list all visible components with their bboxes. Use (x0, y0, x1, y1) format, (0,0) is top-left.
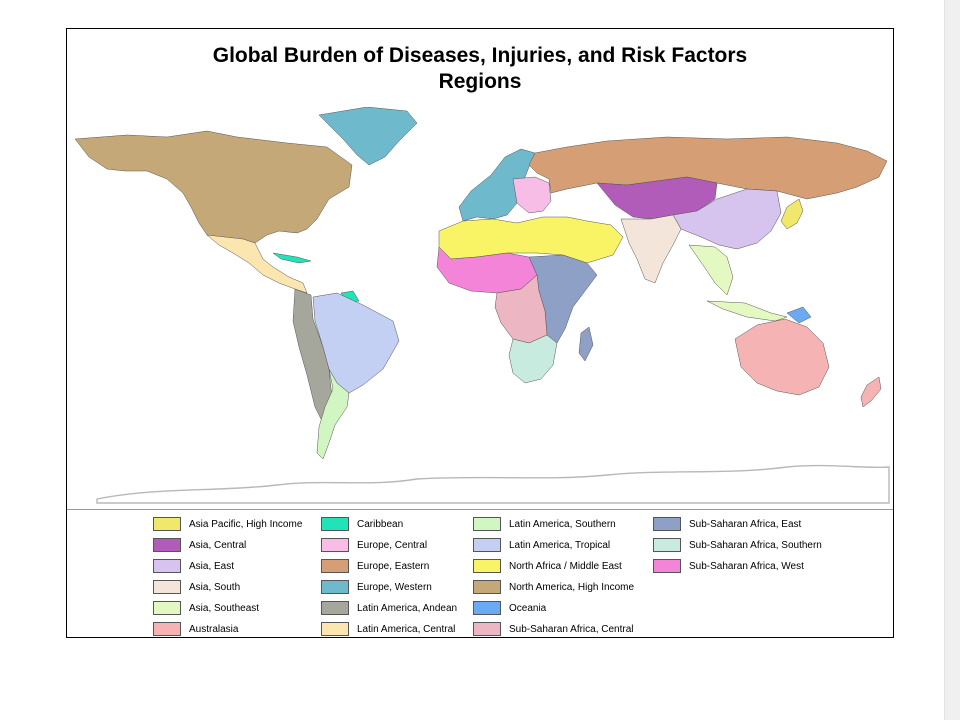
region-oceania (786, 306, 812, 324)
map-legend: Asia Pacific, High Income Asia, Central As… (153, 515, 873, 638)
region-australasia-nz (860, 376, 882, 408)
legend-swatch (153, 622, 181, 636)
region-asia-southeast (688, 244, 734, 296)
legend-swatch (653, 517, 681, 531)
legend-item: Latin America, Tropical (473, 536, 610, 554)
region-europe-eastern (528, 136, 888, 200)
legend-swatch (473, 538, 501, 552)
vertical-scrollbar[interactable] (944, 0, 960, 720)
region-latin-america-southern (316, 368, 350, 460)
legend-swatch (153, 517, 181, 531)
region-caribbean-islands (272, 252, 312, 264)
legend-item: Sub-Saharan Africa, Southern (653, 536, 822, 554)
legend-swatch (321, 517, 349, 531)
legend-item: Europe, Eastern (321, 557, 429, 575)
legend-swatch (321, 622, 349, 636)
region-asia-pacific-high-income (780, 198, 804, 230)
region-greenland (318, 107, 418, 166)
region-madagascar (578, 326, 594, 362)
legend-divider (67, 509, 893, 510)
legend-item: North America, High Income (473, 578, 634, 596)
legend-label: Asia, East (189, 560, 235, 572)
legend-label: North America, High Income (509, 581, 635, 593)
legend-item: Sub-Saharan Africa, East (653, 515, 801, 533)
legend-swatch (321, 580, 349, 594)
map-title: Global Burden of Diseases, Injuries, and… (67, 43, 893, 95)
legend-label: Europe, Eastern (357, 560, 430, 572)
legend-label: Asia, South (189, 581, 241, 593)
legend-label: Caribbean (357, 518, 404, 530)
legend-item: Sub-Saharan Africa, West (653, 557, 804, 575)
legend-label: Latin America, Andean (357, 602, 458, 614)
legend-item: Australasia (153, 620, 238, 638)
legend-item: Europe, Central (321, 536, 427, 554)
legend-label: Latin America, Central (357, 623, 456, 635)
legend-swatch (153, 580, 181, 594)
legend-swatch (473, 580, 501, 594)
map-title-line-2: Regions (438, 70, 522, 93)
region-australasia (734, 318, 830, 396)
legend-swatch (473, 601, 501, 615)
legend-label: Europe, Western (357, 581, 432, 593)
region-latin-america-tropical (312, 292, 400, 394)
legend-item: Asia, Central (153, 536, 246, 554)
legend-item: North Africa / Middle East (473, 557, 622, 575)
legend-item: Sub-Saharan Africa, Central (473, 620, 634, 638)
legend-swatch (153, 538, 181, 552)
legend-swatch (153, 601, 181, 615)
region-asia-south (620, 214, 682, 284)
legend-label: Latin America, Southern (509, 518, 616, 530)
legend-label: Australasia (189, 623, 239, 635)
legend-label: Latin America, Tropical (509, 539, 611, 551)
region-asia-east (672, 188, 782, 250)
legend-item: Latin America, Southern (473, 515, 616, 533)
region-north-africa-middle-east (438, 216, 624, 264)
region-europe-central (512, 176, 552, 214)
map-figure-frame: Global Burden of Diseases, Injuries, and… (66, 28, 894, 638)
legend-item: Oceania (473, 599, 546, 617)
region-antarctica (96, 464, 890, 504)
legend-label: Asia, Southeast (189, 602, 260, 614)
legend-label: Asia, Central (189, 539, 247, 551)
legend-label: Sub-Saharan Africa, Southern (689, 539, 822, 551)
legend-item: Asia, East (153, 557, 234, 575)
legend-swatch (321, 601, 349, 615)
region-latin-america-central (206, 234, 308, 294)
legend-swatch (473, 559, 501, 573)
region-asia-southeast-islands (706, 300, 788, 322)
legend-item: Latin America, Andean (321, 599, 457, 617)
legend-swatch (473, 622, 501, 636)
legend-label: Europe, Central (357, 539, 428, 551)
legend-item: Caribbean (321, 515, 403, 533)
map-title-line-1: Global Burden of Diseases, Injuries, and… (212, 44, 748, 67)
legend-label: Sub-Saharan Africa, Central (509, 623, 634, 635)
legend-item: Europe, Western (321, 578, 432, 596)
legend-label: Sub-Saharan Africa, West (689, 560, 804, 572)
region-north-america-high-income (74, 130, 353, 244)
region-sub-saharan-africa-southern (508, 334, 558, 384)
legend-swatch (653, 538, 681, 552)
legend-swatch (653, 559, 681, 573)
legend-label: Sub-Saharan Africa, East (689, 518, 802, 530)
legend-swatch (473, 517, 501, 531)
legend-item: Asia, South (153, 578, 240, 596)
legend-item: Latin America, Central (321, 620, 455, 638)
legend-label: Asia Pacific, High Income (189, 518, 303, 530)
legend-item: Asia, Southeast (153, 599, 259, 617)
legend-label: North Africa / Middle East (509, 560, 622, 572)
region-asia-central (596, 176, 718, 220)
world-map (74, 107, 890, 504)
legend-swatch (153, 559, 181, 573)
legend-item: Asia Pacific, High Income (153, 515, 302, 533)
legend-swatch (321, 559, 349, 573)
legend-swatch (321, 538, 349, 552)
legend-label: Oceania (509, 602, 547, 614)
